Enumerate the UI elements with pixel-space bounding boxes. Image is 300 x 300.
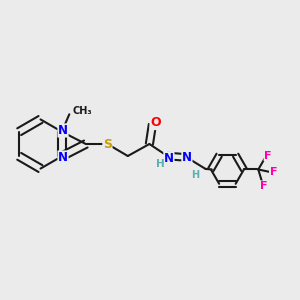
Text: CH₃: CH₃ <box>73 106 92 116</box>
Text: H: H <box>156 159 165 170</box>
Text: F: F <box>264 151 272 161</box>
Text: O: O <box>150 116 161 130</box>
Text: N: N <box>58 124 68 137</box>
Text: H: H <box>191 170 199 181</box>
Text: S: S <box>103 137 112 151</box>
Text: F: F <box>260 181 267 191</box>
Text: N: N <box>164 152 174 165</box>
Text: N: N <box>58 151 68 164</box>
Text: N: N <box>182 151 192 164</box>
Text: F: F <box>270 167 277 177</box>
